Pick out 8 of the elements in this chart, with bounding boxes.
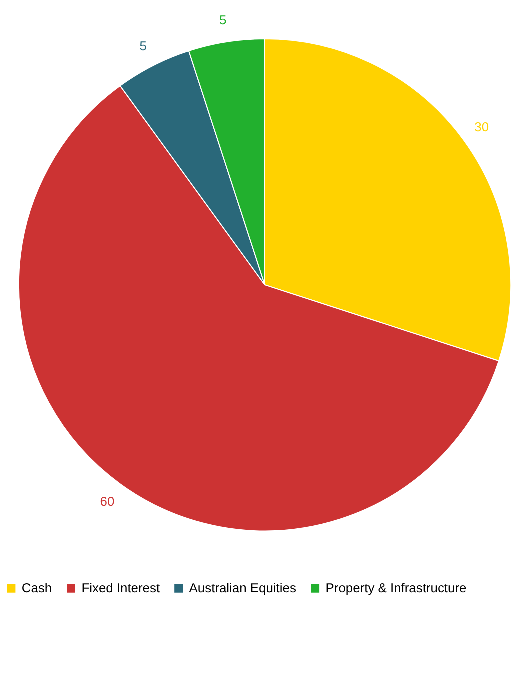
data-label: 30: [474, 120, 490, 135]
data-label: 60: [100, 494, 115, 509]
legend-label: Australian Equities: [189, 580, 296, 596]
legend-label: Cash: [22, 580, 52, 596]
data-label: 5: [140, 38, 147, 54]
legend-label: Fixed Interest: [82, 580, 160, 596]
data-label: 5: [219, 12, 227, 28]
legend-label: Property & Infrastructure: [326, 580, 467, 596]
